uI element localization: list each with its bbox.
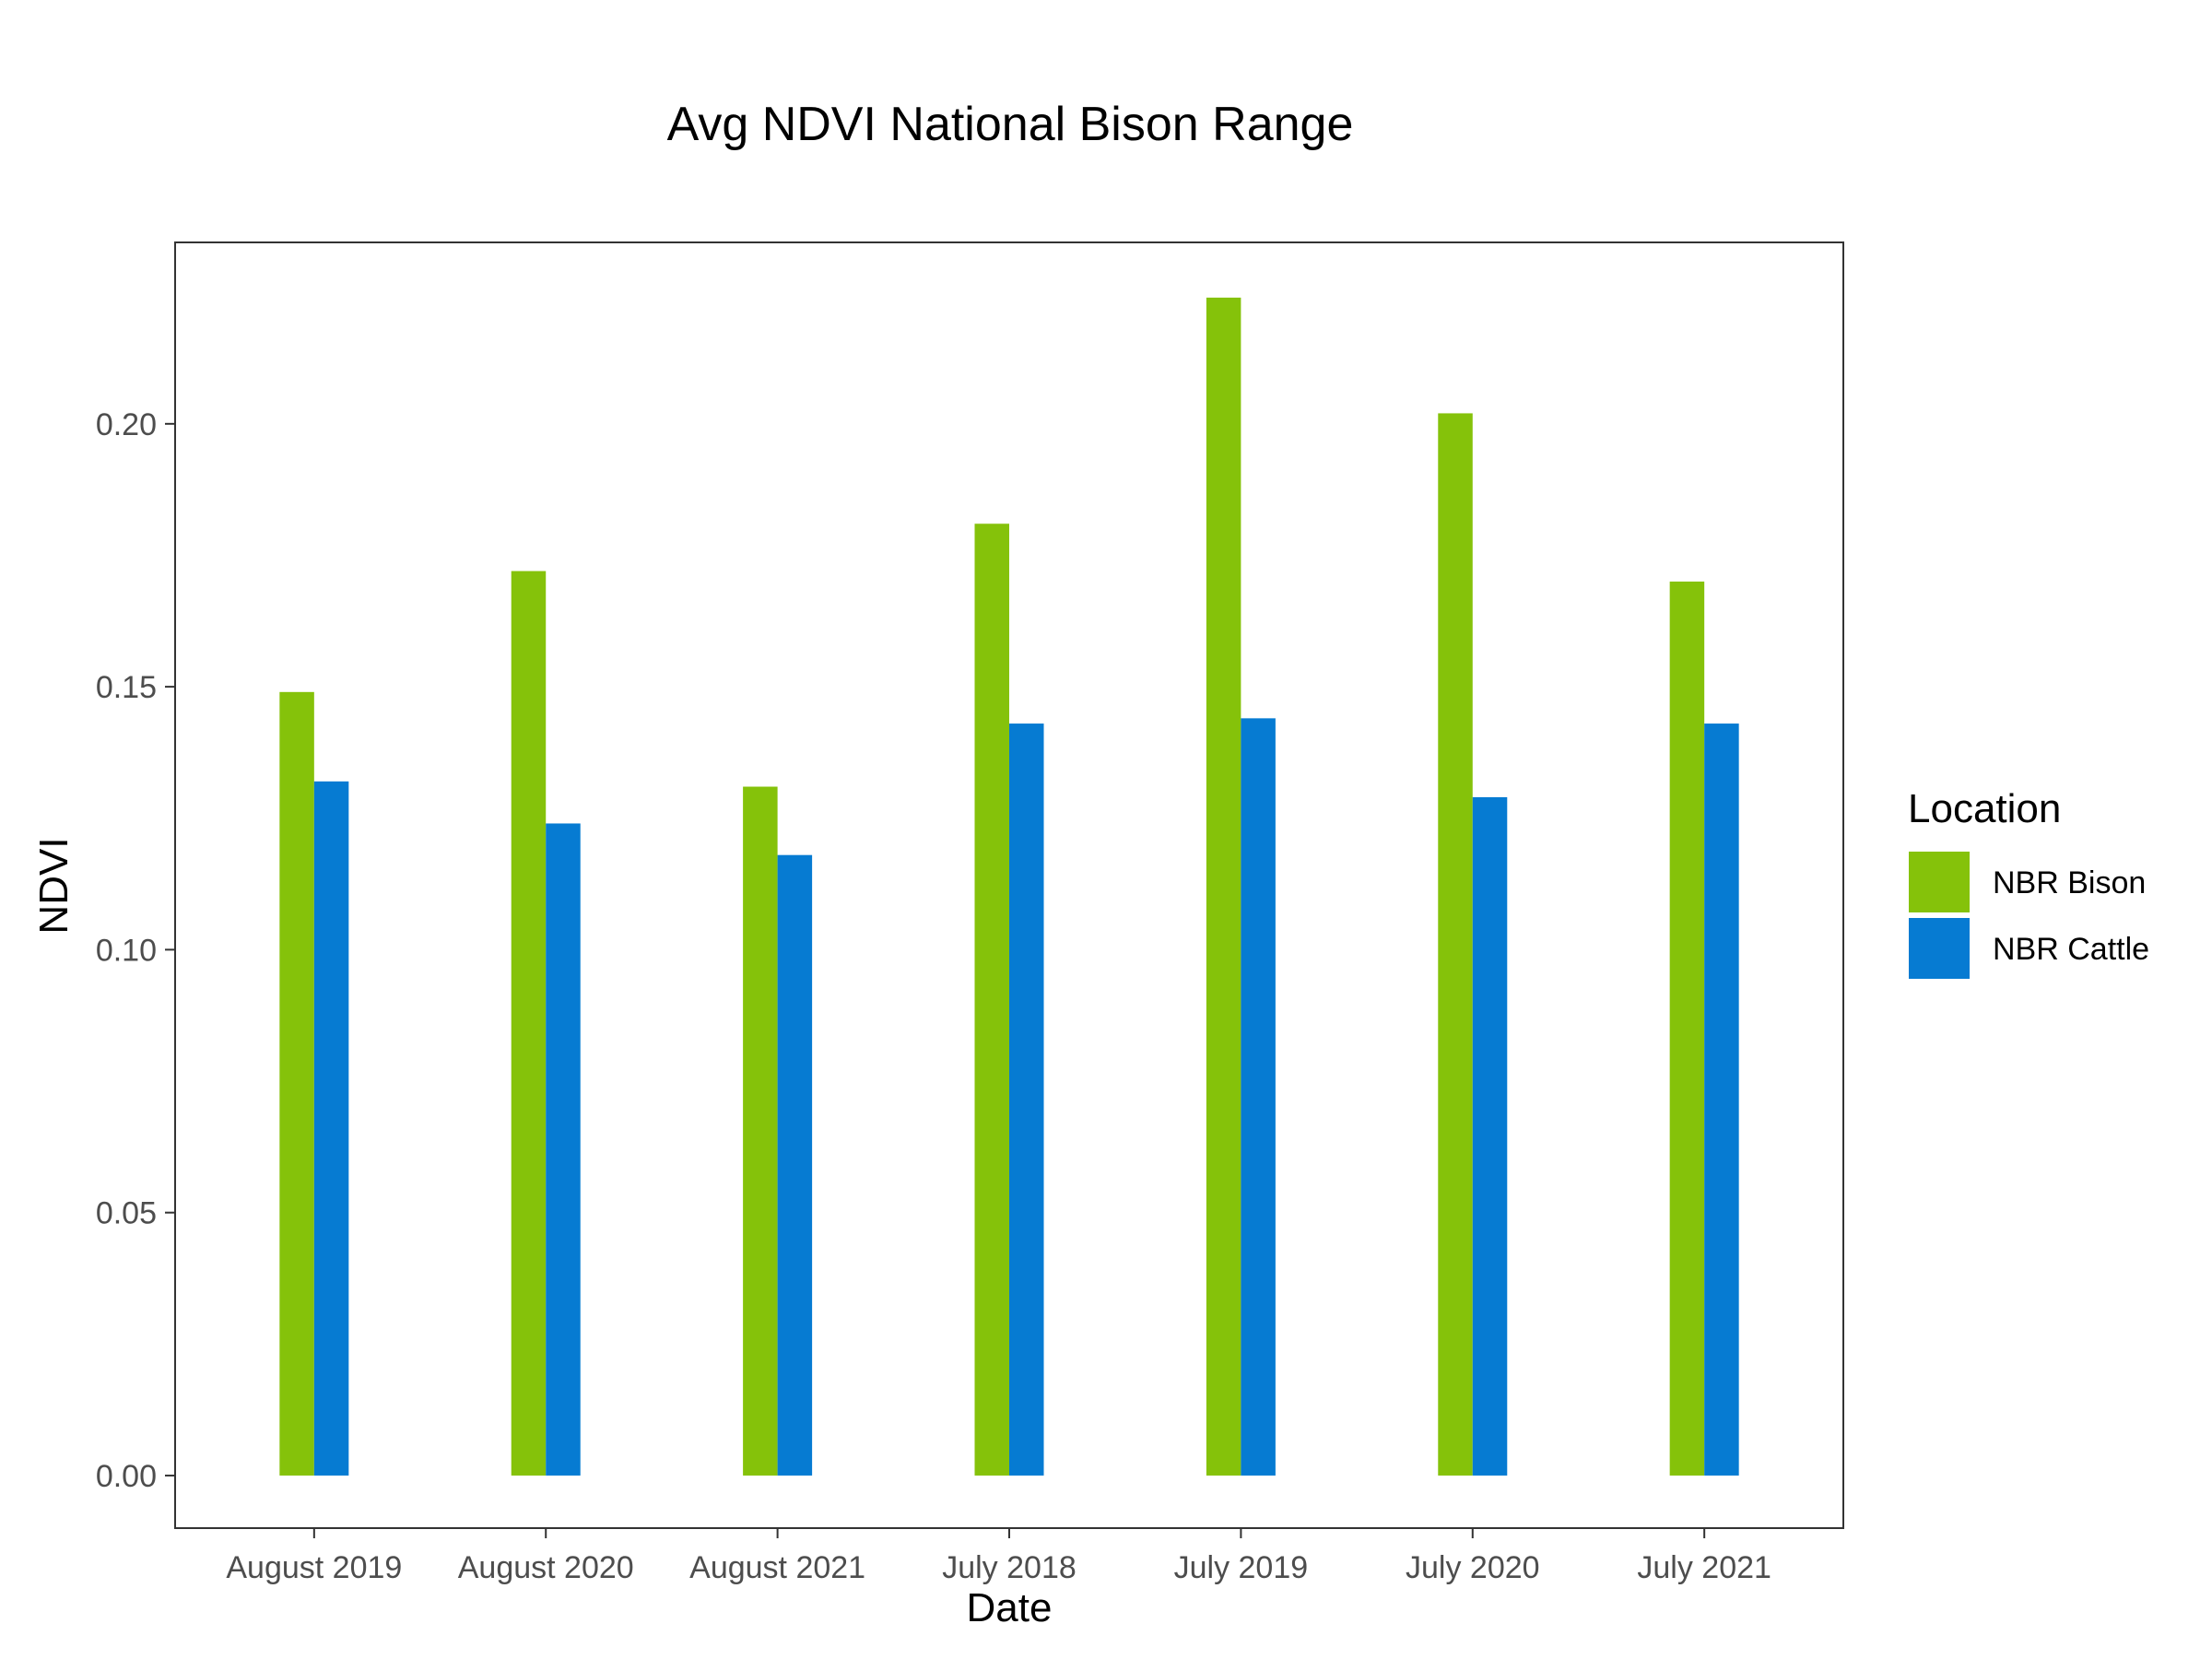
legend-key-bison	[1909, 852, 1970, 912]
bar-bison-6	[1669, 582, 1705, 1476]
bar-cattle-5	[1472, 796, 1508, 1476]
x-tick-label: August 2021	[689, 1550, 865, 1585]
bar-cattle-1	[546, 823, 581, 1476]
x-tick-label: August 2019	[226, 1550, 402, 1585]
y-axis: 0.00 0.05 0.10 0.15 0.20	[96, 407, 175, 1494]
legend: Location NBR Bison NBR Cattle	[1908, 786, 2149, 979]
chart-title: Avg NDVI National Bison Range	[667, 98, 1354, 151]
bar-bison-3	[974, 524, 1009, 1476]
x-tick-label: July 2021	[1637, 1550, 1771, 1585]
x-axis-title: Date	[967, 1585, 1053, 1630]
legend-key-cattle	[1909, 918, 1970, 979]
y-tick-label: 0.20	[96, 407, 157, 442]
x-tick-label: July 2019	[1174, 1550, 1309, 1585]
bars-layer	[279, 297, 1739, 1476]
legend-label-bison: NBR Bison	[1993, 865, 2146, 900]
y-tick-label: 0.00	[96, 1459, 157, 1494]
bar-bison-1	[511, 571, 547, 1476]
x-tick-label: July 2018	[942, 1550, 1077, 1585]
bar-bison-4	[1206, 297, 1241, 1476]
bar-cattle-2	[777, 854, 813, 1476]
y-axis-title: NDVI	[31, 837, 76, 934]
x-tick-label: July 2020	[1406, 1550, 1540, 1585]
bar-cattle-0	[313, 781, 349, 1476]
bar-cattle-4	[1241, 718, 1276, 1476]
bar-cattle-3	[1009, 724, 1044, 1476]
bar-cattle-6	[1704, 724, 1739, 1476]
y-tick-label: 0.05	[96, 1196, 157, 1231]
bar-bison-0	[279, 691, 314, 1476]
bar-bison-5	[1438, 413, 1473, 1476]
y-tick-label: 0.10	[96, 933, 157, 968]
legend-title: Location	[1908, 786, 2061, 831]
x-tick-label: August 2020	[458, 1550, 634, 1585]
bar-bison-2	[743, 786, 778, 1476]
y-tick-label: 0.15	[96, 670, 157, 705]
legend-label-cattle: NBR Cattle	[1993, 932, 2149, 967]
x-axis: August 2019 August 2020 August 2021 July 20…	[226, 1528, 1771, 1585]
